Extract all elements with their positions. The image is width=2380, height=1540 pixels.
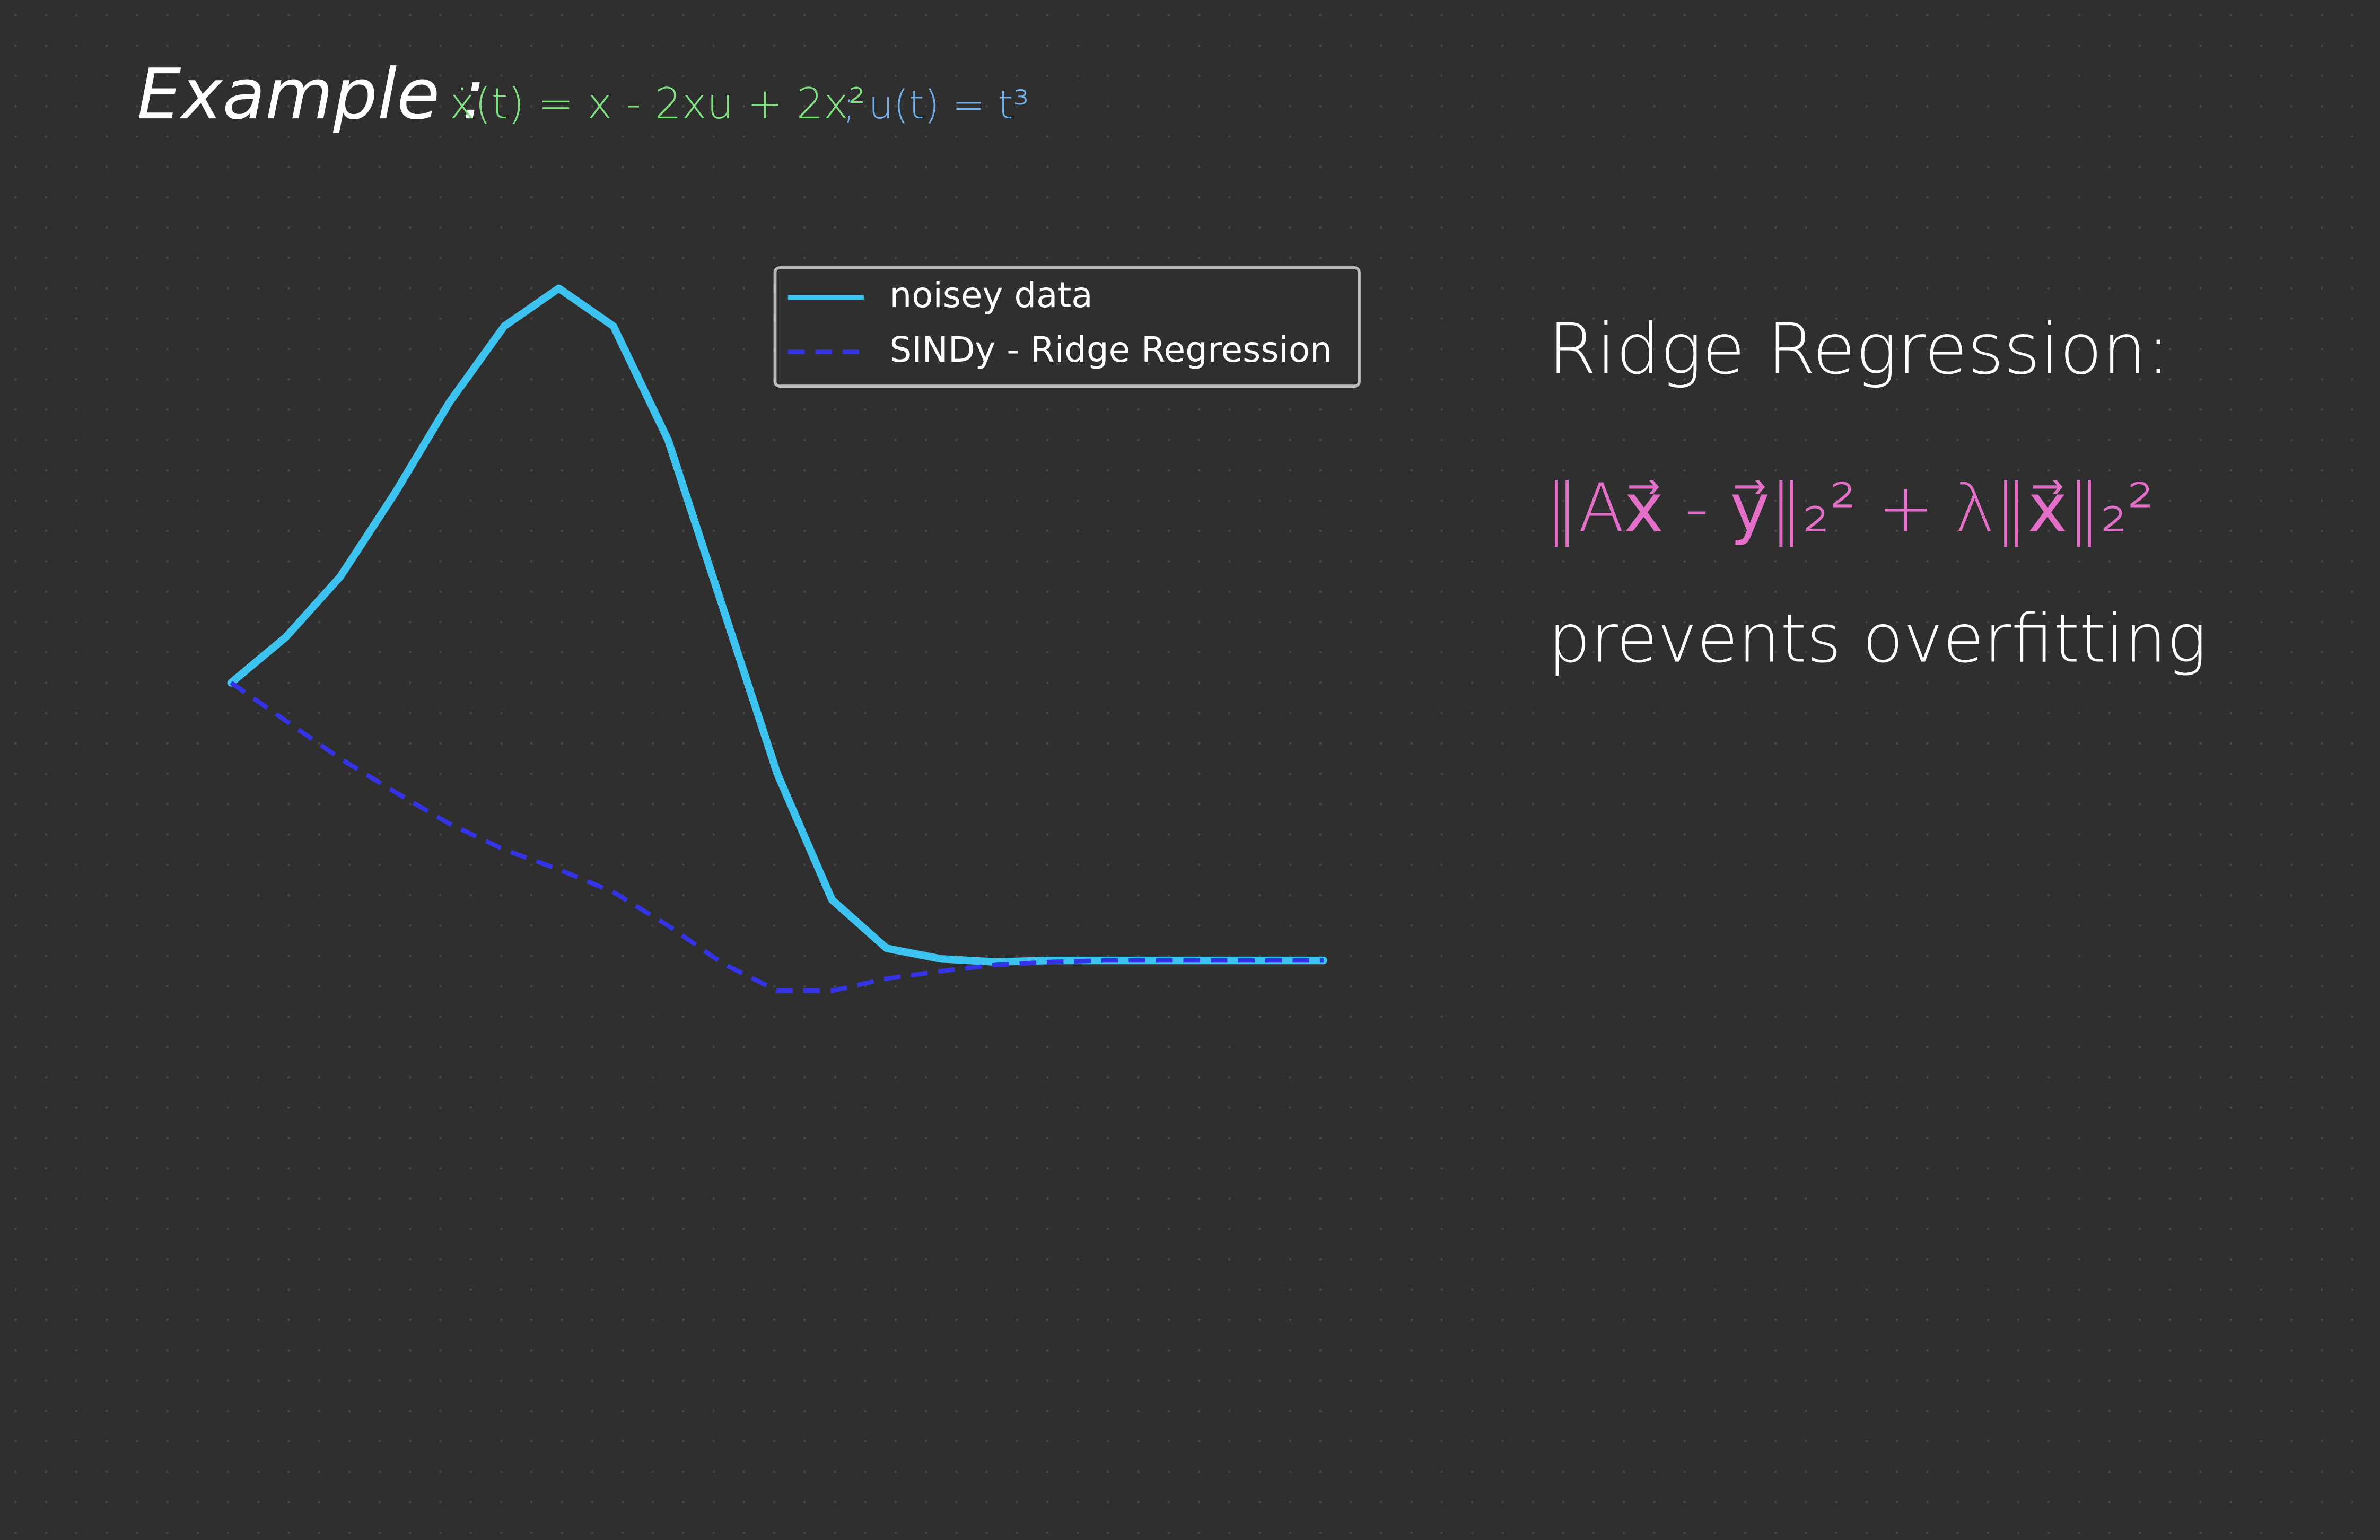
note: prevents overfitting [1548, 599, 2207, 677]
formula: ‖Ax⃗ - y⃗‖₂² + λ‖x⃗‖₂² [1545, 469, 2154, 547]
legend: noisey data SINDy - Ridge Regression [773, 266, 1361, 388]
legend-label: SINDy - Ridge Regression [890, 329, 1332, 370]
legend-box [773, 266, 1361, 388]
series-line [230, 680, 1324, 993]
example-label: Example : [137, 54, 485, 135]
heading: Ridge Regression: [1548, 309, 2170, 390]
equation: ẋ(t) = x - 2xu + 2x² [450, 79, 865, 128]
input-equation: ; u(t) = t³ [843, 82, 1029, 128]
legend-label: noisey data [890, 275, 1093, 316]
